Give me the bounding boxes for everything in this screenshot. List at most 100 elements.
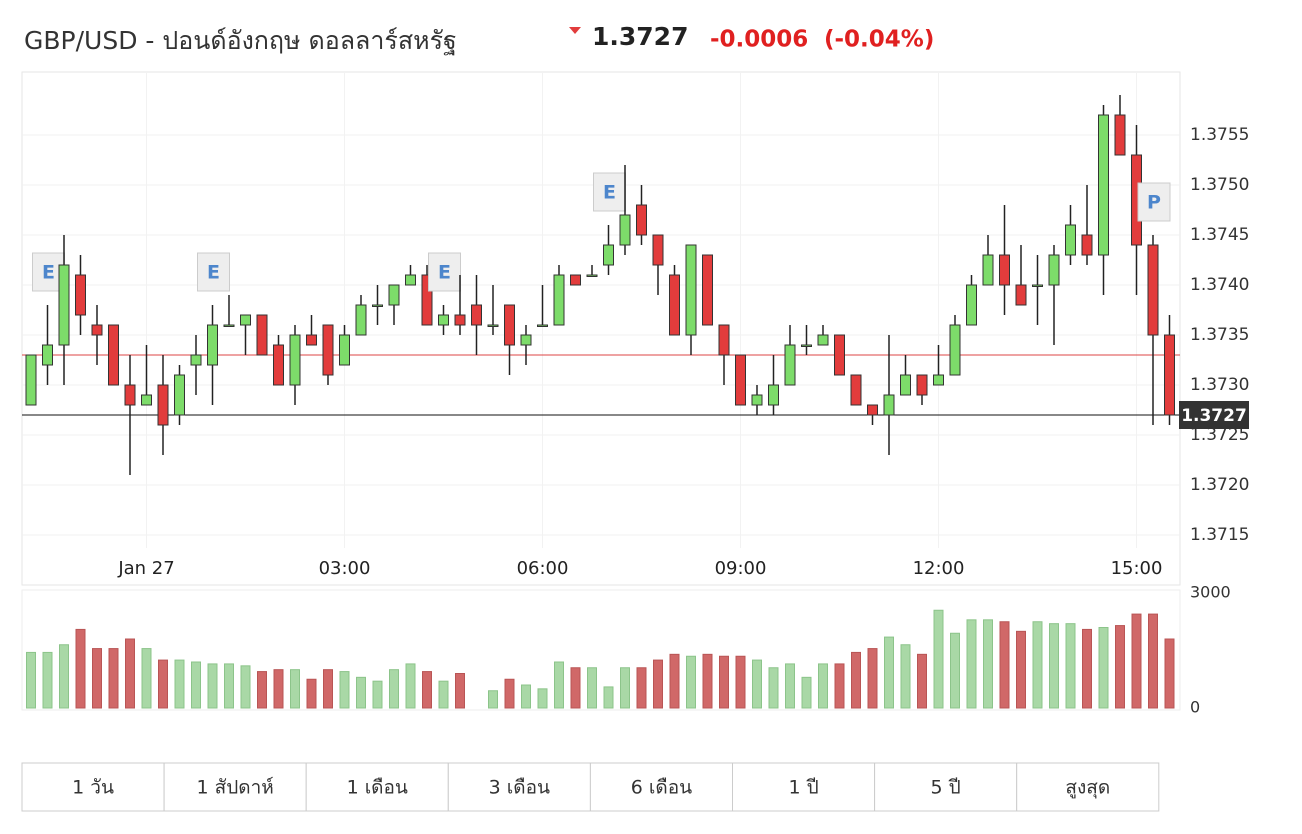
candle-body xyxy=(1048,254,1060,286)
volume-bar xyxy=(438,680,449,709)
volume-bar xyxy=(620,667,630,709)
period-label[interactable]: 1 เดือน xyxy=(347,777,408,799)
period-label[interactable]: 1 ปี xyxy=(788,777,818,799)
volume-bar xyxy=(999,621,1010,709)
price: 1.3727 xyxy=(592,22,688,51)
volume-bar xyxy=(1098,627,1109,709)
x-tick-label: Jan 27 xyxy=(117,558,174,579)
candle-body xyxy=(91,324,103,336)
candle-body xyxy=(108,324,119,386)
volume-bar xyxy=(537,688,548,709)
candle-body xyxy=(652,234,664,266)
volume-bar xyxy=(42,651,53,709)
period-label[interactable]: 1 วัน xyxy=(72,777,114,799)
period-label[interactable]: สูงสุด xyxy=(1065,777,1110,800)
volume-bar xyxy=(207,663,218,709)
candle-body xyxy=(421,274,433,326)
candle-body xyxy=(240,314,251,326)
period-button[interactable] xyxy=(21,762,165,812)
period-button[interactable] xyxy=(589,762,734,812)
candle-body xyxy=(603,244,614,266)
candle-body xyxy=(124,384,136,406)
volume-bar xyxy=(191,661,201,709)
period-label[interactable]: 6 เดือน xyxy=(631,777,692,799)
candle-body xyxy=(553,274,565,326)
candle-body xyxy=(718,324,730,356)
volume-bar xyxy=(785,663,795,709)
period-button[interactable] xyxy=(305,762,449,812)
volume-bar xyxy=(59,644,69,709)
volume-bar xyxy=(339,671,350,709)
event-label: E xyxy=(438,262,451,284)
candle-body xyxy=(685,244,697,336)
period-button[interactable] xyxy=(874,762,1018,812)
event-marker xyxy=(1137,182,1171,222)
down-arrow xyxy=(569,27,581,34)
candle-body xyxy=(570,274,581,286)
y-tick-label: 1.3740 xyxy=(1190,275,1249,295)
period-label[interactable]: 3 เดือน xyxy=(489,777,550,799)
volume-bar xyxy=(158,659,168,709)
y-tick-label: 1.3720 xyxy=(1190,475,1249,495)
period-button[interactable] xyxy=(163,762,307,812)
event-label: E xyxy=(603,182,616,204)
event-label: E xyxy=(207,262,220,284)
event-label: E xyxy=(42,262,55,284)
candle-body xyxy=(157,384,169,426)
candle-body xyxy=(702,254,713,326)
volume-frame xyxy=(21,589,1181,711)
volume-tick-label: 3000 xyxy=(1190,583,1231,602)
candle-body xyxy=(306,334,317,346)
volume-bar xyxy=(587,667,597,709)
event-marker xyxy=(593,172,626,212)
event-marker xyxy=(197,252,230,292)
candle-body xyxy=(669,274,680,336)
candle-body xyxy=(867,404,878,416)
volume-bar xyxy=(768,667,779,709)
candle-body xyxy=(1081,234,1093,256)
period-label[interactable]: 1 สัปดาห์ xyxy=(196,777,273,799)
candle-body xyxy=(883,394,895,416)
volume-bar xyxy=(356,676,366,709)
x-tick-label: 09:00 xyxy=(715,558,767,579)
candle-body xyxy=(405,274,416,286)
volume-bar xyxy=(917,653,927,709)
period-button[interactable] xyxy=(447,762,591,812)
y-tick-label: 1.3735 xyxy=(1190,325,1249,345)
volume-bar xyxy=(851,651,861,709)
x-tick-label: 12:00 xyxy=(913,558,965,579)
volume-bar xyxy=(1065,623,1076,709)
volume-bar xyxy=(1131,613,1142,709)
candle-body xyxy=(801,344,812,347)
candle-body xyxy=(339,334,350,366)
period-button[interactable] xyxy=(1016,762,1160,812)
candle-body xyxy=(454,314,466,326)
y-tick-label: 1.3755 xyxy=(1190,125,1249,145)
candle-body xyxy=(751,394,763,406)
x-tick-label: 06:00 xyxy=(517,558,569,579)
x-tick-label: 03:00 xyxy=(319,558,371,579)
volume-bar xyxy=(636,667,647,709)
volume-bar xyxy=(125,638,135,709)
volume-bar xyxy=(950,632,960,709)
volume-bar xyxy=(488,690,498,709)
candle-body xyxy=(1147,244,1159,336)
y-tick-label: 1.3730 xyxy=(1190,375,1249,395)
volume-bar xyxy=(372,680,383,709)
last-price-box xyxy=(1179,401,1249,429)
volume-bar xyxy=(900,644,911,709)
candle-body xyxy=(504,304,515,346)
candle-body xyxy=(223,324,235,327)
candle-body xyxy=(1032,284,1043,287)
candle-body xyxy=(999,254,1010,286)
volume-bar xyxy=(1032,621,1043,709)
candle-body xyxy=(768,384,779,406)
period-label[interactable]: 5 ปี xyxy=(931,777,961,799)
volume-bar xyxy=(108,648,119,709)
event-label: P xyxy=(1147,192,1161,214)
volume-bar xyxy=(323,669,333,709)
volume-bar xyxy=(834,663,845,709)
candle-body xyxy=(42,344,53,366)
period-button[interactable] xyxy=(732,762,876,812)
